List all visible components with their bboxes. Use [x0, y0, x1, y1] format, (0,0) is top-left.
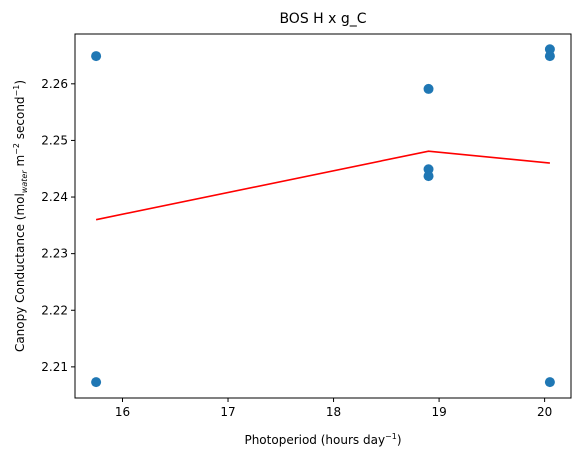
x-axis-ticks: 16 17 18 19 20 [115, 398, 552, 419]
data-point [423, 171, 434, 182]
y-tick-label: 2.21 [41, 360, 68, 374]
x-tick-label: 17 [220, 405, 235, 419]
plot-frame [74, 33, 572, 399]
chart-title: BOS H x g_C [279, 11, 366, 27]
fit-line [95, 150, 550, 221]
x-tick-label: 16 [115, 405, 130, 419]
x-tick-label: 20 [537, 405, 552, 419]
data-point [91, 51, 102, 62]
data-point [91, 377, 102, 388]
x-tick-label: 18 [326, 405, 341, 419]
y-tick-label: 2.22 [41, 303, 68, 317]
data-point [423, 83, 434, 94]
y-tick-label: 2.23 [41, 247, 68, 261]
y-axis-ticks: 2.21 2.22 2.23 2.24 2.25 2.26 [41, 77, 75, 374]
y-tick-label: 2.24 [41, 190, 68, 204]
y-tick-label: 2.26 [41, 77, 68, 91]
data-point [544, 377, 555, 388]
y-axis-label: Canopy Conductance (molwater m−2 second−… [12, 80, 29, 352]
y-tick-label: 2.25 [41, 133, 68, 147]
data-point [544, 51, 555, 62]
plot-background [75, 34, 571, 398]
x-axis-label: Photoperiod (hours day−1) [244, 432, 401, 447]
plot-layer [91, 44, 555, 388]
x-tick-label: 19 [431, 405, 446, 419]
